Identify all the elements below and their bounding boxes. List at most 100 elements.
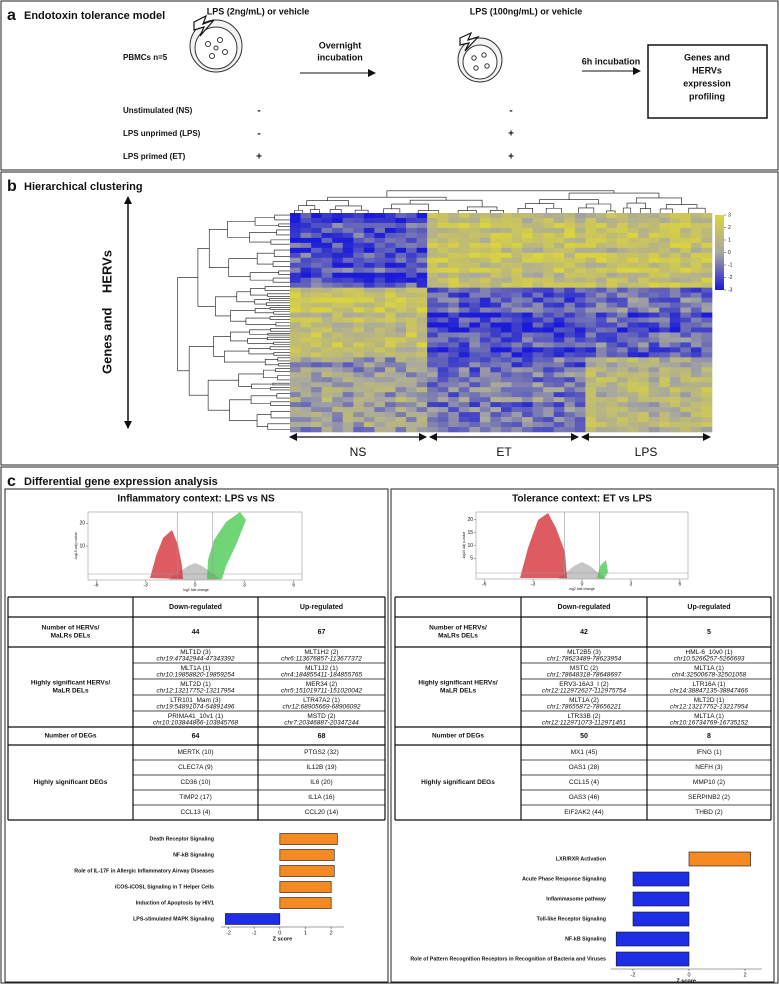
heatmap-cell	[490, 237, 502, 244]
heatmap-cell	[501, 342, 512, 348]
heatmap-cell	[690, 417, 702, 423]
heatmap-cell	[395, 217, 407, 224]
heatmap-cell	[659, 297, 671, 303]
heatmap-cell	[595, 332, 607, 338]
heatmap-cell	[458, 362, 470, 368]
heatmap-cell	[374, 367, 386, 373]
heatmap-cell	[564, 317, 576, 323]
heatmap-cell	[437, 412, 449, 418]
x-axis-label: log2 fold change	[183, 588, 209, 592]
heatmap-cell	[427, 312, 438, 318]
heatmap-cell	[595, 267, 607, 274]
heatmap-cell	[522, 332, 533, 338]
heatmap-cell	[321, 387, 333, 393]
heatmap-cell	[564, 327, 576, 333]
heatmap-cell	[332, 357, 344, 363]
heatmap-cell	[701, 287, 713, 293]
heatmap-cell	[300, 227, 312, 234]
heatmap-cell	[458, 232, 470, 239]
heatmap-cell	[353, 337, 365, 343]
dendrogram-branch	[417, 210, 440, 213]
heatmap-cell	[680, 232, 692, 239]
heatmap-cell	[648, 247, 660, 254]
heatmap-cell	[648, 417, 660, 423]
heatmap-cell	[406, 407, 417, 413]
heatmap-cell	[648, 322, 660, 328]
heatmap-cell	[532, 302, 544, 308]
dendrogram-branch	[247, 338, 274, 344]
heatmap-cell	[595, 367, 607, 373]
heatmap-cell	[595, 302, 607, 308]
heatmap-cell	[406, 282, 417, 288]
heatmap-cell	[479, 232, 491, 239]
dendrogram-branch	[275, 322, 290, 327]
heatmap-cell	[384, 347, 396, 353]
heatmap-cell	[585, 242, 597, 249]
heatmap-cell	[300, 213, 312, 219]
heatmap-cell	[416, 417, 428, 423]
heatmap-cell	[363, 237, 375, 244]
heatmap-cell	[406, 387, 417, 393]
heatmap-cell	[353, 213, 365, 219]
heatmap-cell	[574, 407, 586, 413]
heatmap-cell	[501, 272, 512, 279]
heatmap-cell	[648, 392, 660, 398]
heatmap-cell	[585, 292, 597, 298]
dish-icon	[189, 14, 243, 73]
x-tick-label: 3	[243, 582, 246, 588]
heatmap-cell	[469, 327, 481, 333]
heatmap-cell	[617, 377, 628, 383]
heatmap-cell	[479, 337, 491, 343]
heatmap-cell	[406, 277, 417, 283]
heatmap-cell	[606, 367, 618, 373]
heatmap-cell	[490, 392, 502, 398]
heatmap-cell	[332, 362, 344, 368]
heatmap-cell	[416, 252, 428, 259]
heatmap-cell	[564, 332, 576, 338]
heatmap-cell	[690, 307, 702, 313]
heatmap-cell	[427, 402, 438, 408]
heatmap-cell	[543, 292, 555, 298]
heatmap-cell	[448, 422, 460, 428]
heatmap-cell	[648, 262, 660, 269]
heatmap-cell	[406, 352, 417, 358]
heatmap-cell	[332, 387, 344, 393]
heatmap-cell	[585, 252, 597, 259]
heatmap-cell	[416, 227, 428, 234]
heatmap-cell	[384, 277, 396, 283]
heatmap-cell	[342, 267, 354, 274]
heatmap-cell	[617, 357, 628, 363]
heatmap-cell	[469, 287, 481, 293]
heatmap-cell	[448, 387, 460, 393]
heatmap-cell	[469, 352, 481, 358]
heatmap-cell	[680, 362, 692, 368]
heatmap-cell	[458, 337, 470, 343]
element-name: MLT1D (3)	[180, 649, 211, 656]
heatmap-cell	[511, 392, 523, 398]
count: 64	[192, 733, 200, 740]
heatmap-cell	[437, 292, 449, 298]
heatmap-cell	[574, 347, 586, 353]
heatmap-cell	[648, 252, 660, 259]
dendrogram-branch	[266, 336, 290, 341]
category-label: Death Receptor Signaling	[150, 836, 214, 842]
dendrogram-branch	[207, 379, 239, 411]
heatmap-cell	[395, 422, 407, 428]
heatmap-cell	[501, 422, 512, 428]
heatmap-cell	[300, 282, 312, 288]
heatmap-cell	[659, 407, 671, 413]
heatmap-cell	[384, 227, 396, 234]
heatmap-cell	[553, 357, 565, 363]
heatmap-cell	[606, 292, 618, 298]
heatmap-cell	[543, 392, 555, 398]
heatmap-cell	[363, 417, 375, 423]
gene-name: IL1A (16)	[308, 794, 334, 801]
heatmap-cell	[363, 362, 375, 368]
heatmap-cell	[564, 407, 576, 413]
heatmap-cell	[522, 372, 533, 378]
heatmap-cell	[374, 372, 386, 378]
heatmap-cell	[311, 272, 322, 279]
heatmap-cell	[332, 242, 344, 249]
heatmap-cell	[585, 357, 597, 363]
heatmap-cell	[595, 417, 607, 423]
